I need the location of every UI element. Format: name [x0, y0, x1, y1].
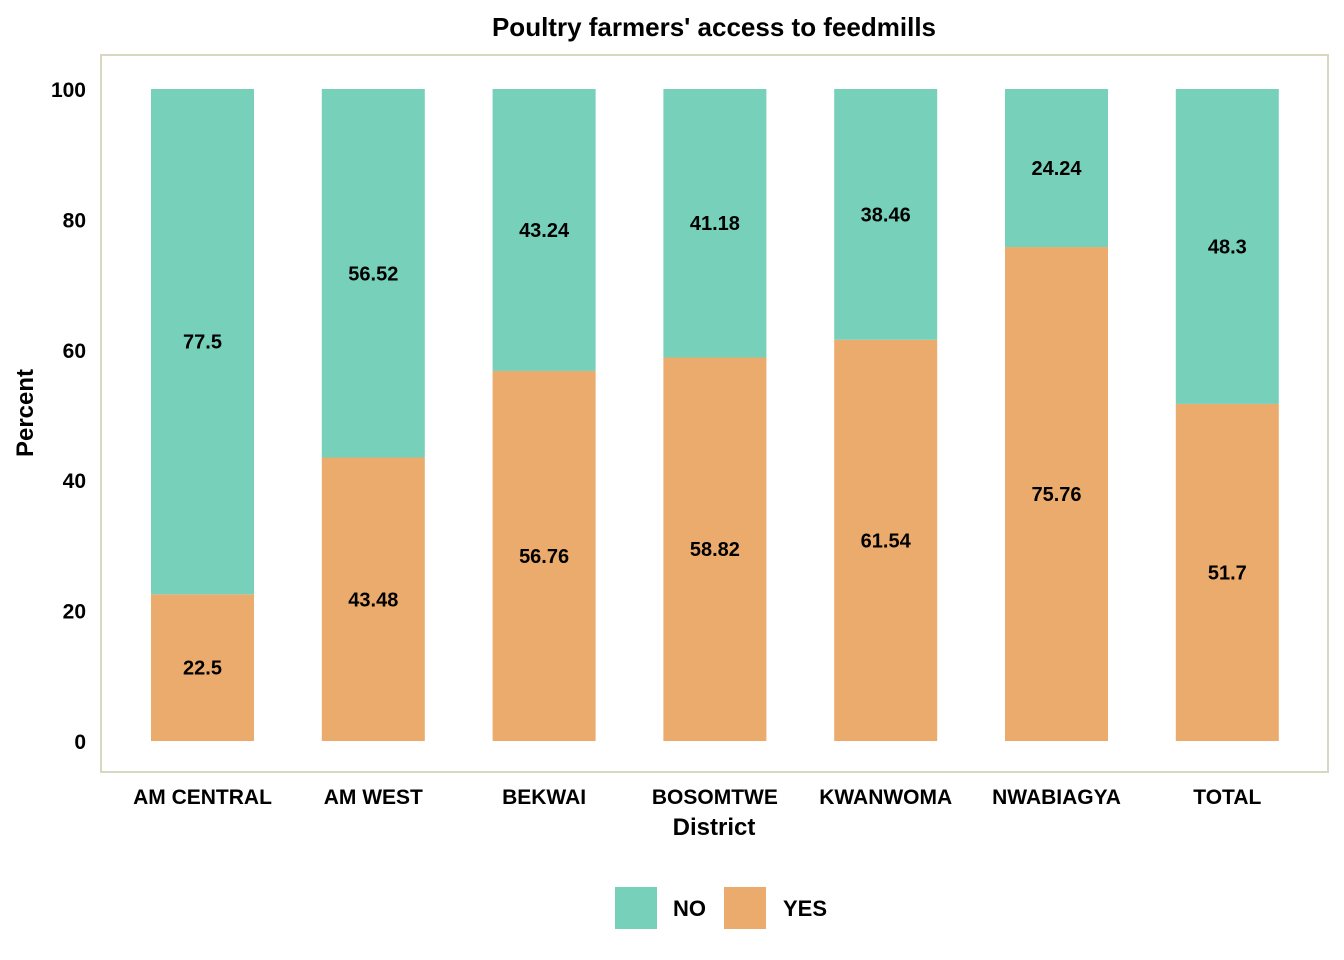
bar-segment-yes [834, 339, 938, 741]
bar-segment-no [663, 89, 767, 358]
bar-segment-yes [321, 457, 425, 741]
bar-segment-yes [663, 357, 767, 741]
chart-title: Poultry farmers' access to feedmills [492, 12, 936, 42]
legend-swatch-yes [722, 885, 768, 931]
data-label: 22.5 [183, 658, 222, 680]
legend-swatch-no [613, 885, 659, 931]
y-tick-label: 80 [63, 209, 86, 232]
bar-segment-no [321, 89, 425, 458]
x-tick-label: TOTAL [1193, 786, 1261, 809]
data-label: 48.3 [1208, 236, 1247, 258]
y-axis-ticks: 0 20 40 60 80 100 [51, 79, 86, 754]
data-label: 56.76 [519, 546, 569, 568]
y-tick-label: 60 [63, 340, 86, 363]
x-tick-label: NWABIAGYA [992, 786, 1121, 809]
bar-segment-no [492, 89, 596, 371]
data-label: 77.5 [183, 332, 222, 354]
y-tick-label: 100 [51, 79, 86, 102]
legend-label-no: NO [673, 896, 706, 921]
bar-segment-no [1005, 89, 1108, 248]
data-label: 61.54 [861, 530, 912, 552]
data-label: 56.52 [348, 263, 398, 285]
data-label: 41.18 [690, 213, 740, 235]
y-axis-title: Percent [12, 369, 39, 457]
x-tick-label: KWANWOMA [819, 786, 952, 809]
x-tick-label: BEKWAI [502, 786, 586, 809]
bar-segment-yes [492, 370, 596, 741]
bar-segment-no [1175, 89, 1279, 404]
bar-segment-no [151, 89, 254, 595]
data-label: 75.76 [1031, 484, 1081, 506]
y-tick-label: 20 [63, 601, 86, 624]
data-label: 24.24 [1031, 158, 1082, 180]
legend-label-yes: YES [783, 896, 827, 921]
y-tick-label: 40 [63, 470, 86, 493]
data-label: 38.46 [861, 204, 911, 226]
x-tick-label: BOSOMTWE [652, 786, 778, 809]
legend: NO YES [613, 885, 827, 931]
bar-segment-yes [1005, 247, 1108, 741]
bar-segment-yes [1175, 403, 1279, 741]
data-label: 43.24 [519, 220, 570, 242]
x-axis-title: District [673, 814, 756, 841]
bar-segment-no [834, 89, 938, 340]
x-axis-ticks: AM CENTRAL AM WEST BEKWAI BOSOMTWE KWANWOMA N… [133, 786, 1261, 809]
bars [151, 89, 1279, 741]
y-tick-label: 0 [74, 731, 86, 754]
x-tick-label: AM WEST [324, 786, 423, 809]
data-label: 43.48 [348, 589, 398, 611]
data-label: 51.7 [1208, 562, 1247, 584]
value-labels: 22.5 77.5 43.48 56.52 56.76 43.24 58.82 41.18 61… [183, 158, 1247, 680]
data-label: 58.82 [690, 539, 740, 561]
x-tick-label: AM CENTRAL [133, 786, 272, 809]
bar-segment-yes [151, 594, 254, 741]
